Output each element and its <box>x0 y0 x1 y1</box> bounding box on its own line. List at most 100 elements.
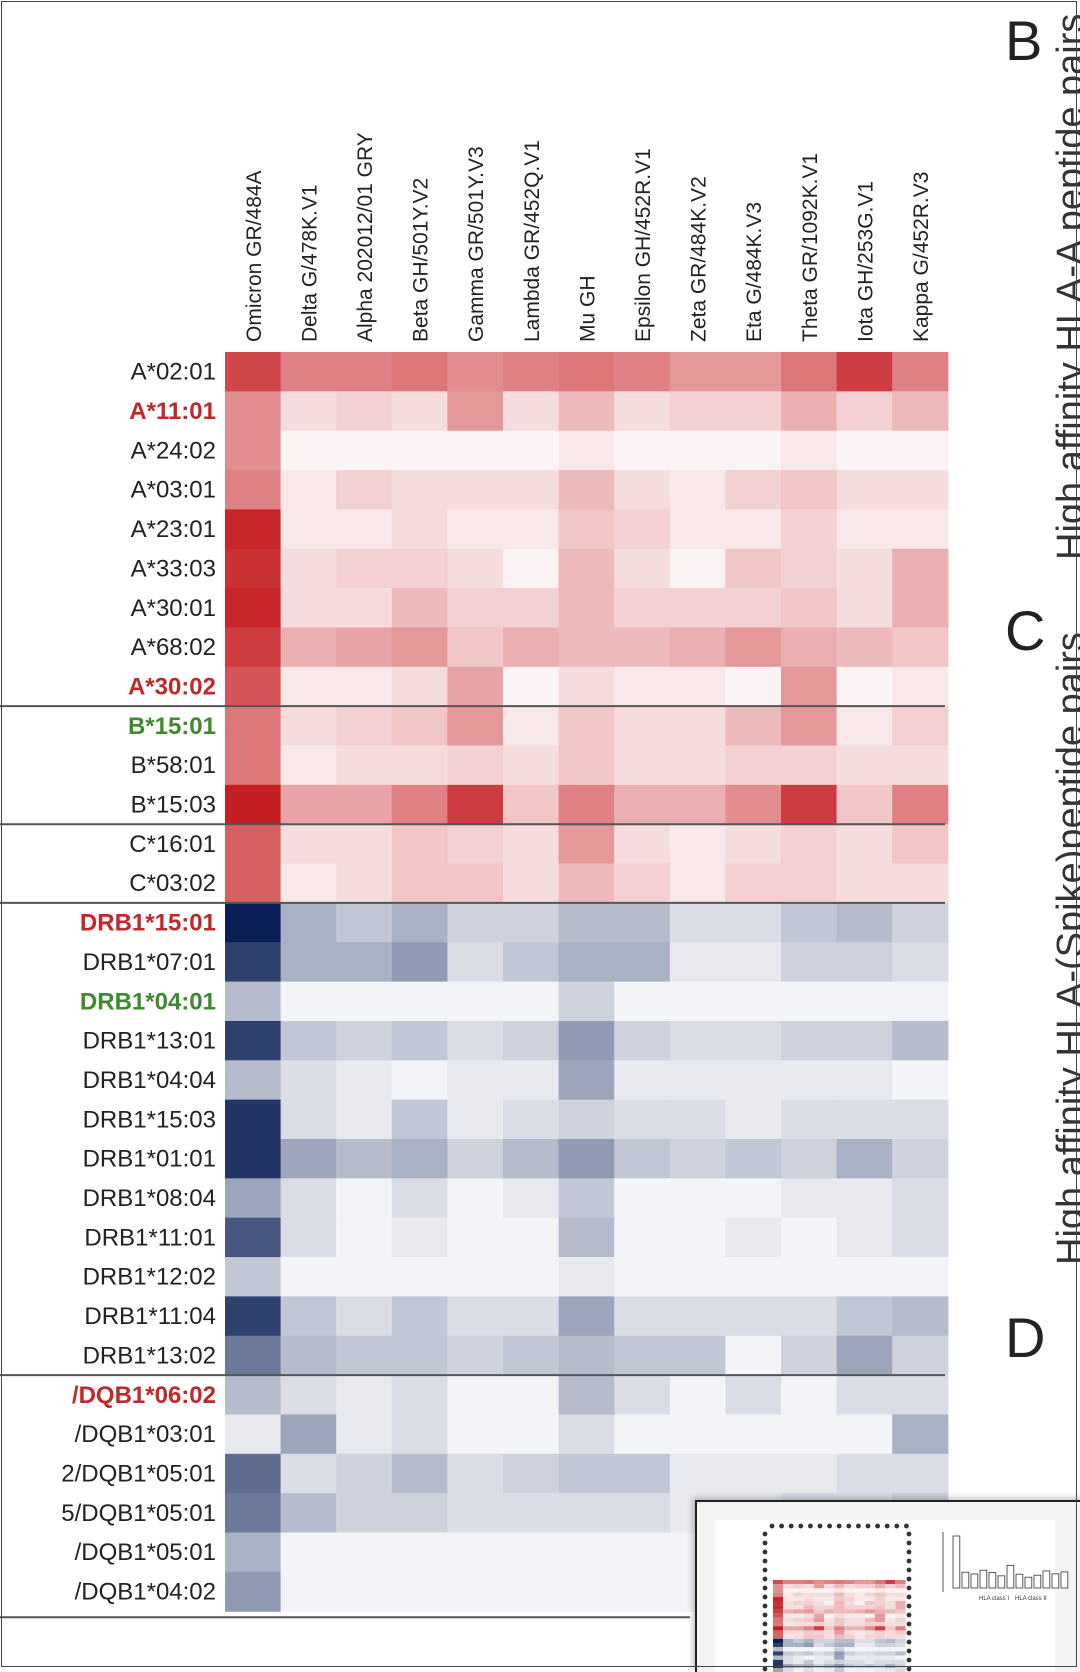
heatmap-cell <box>225 548 282 589</box>
thumbnail-cell <box>864 1617 875 1622</box>
heatmap-cell <box>336 1257 393 1297</box>
thumbnail-cell <box>813 1659 824 1664</box>
heatmap-cell <box>336 1375 393 1416</box>
heatmap-cell <box>503 902 560 943</box>
heatmap-cell <box>892 706 949 747</box>
heatmap-cell <box>892 981 949 1022</box>
thumbnail-cell <box>854 1588 865 1593</box>
thumbnail-dot <box>865 1523 871 1529</box>
heatmap-cell <box>558 548 615 589</box>
heatmap-cell <box>280 588 337 629</box>
thumbnail-cell <box>844 1655 855 1660</box>
thumbnail-cell <box>864 1659 875 1664</box>
heatmap-cell <box>836 1414 893 1455</box>
thumbnail-cell <box>793 1622 804 1627</box>
heatmap-cell <box>558 1217 615 1258</box>
heatmap-cell <box>781 1296 838 1337</box>
heatmap-cell <box>503 1178 560 1219</box>
thumbnail-dot <box>906 1621 912 1627</box>
thumbnail-dot <box>875 1523 880 1529</box>
thumbnail-dot <box>906 1576 912 1582</box>
heatmap-cell <box>447 784 504 825</box>
heatmap-cell <box>836 470 893 510</box>
thumbnail-cell <box>895 1630 906 1635</box>
thumbnail-cell <box>813 1668 824 1672</box>
thumbnail-dot <box>906 1648 912 1654</box>
heatmap-cell <box>836 666 893 707</box>
thumbnail-cell <box>773 1596 784 1601</box>
thumbnail-bar <box>1006 1564 1015 1589</box>
thumbnail-dot <box>762 1540 768 1546</box>
heatmap-cell <box>669 588 726 629</box>
heatmap-cell <box>725 391 782 432</box>
heatmap-cell <box>503 1257 560 1297</box>
thumbnail-preview[interactable]: A HLA class I HLA class II <box>695 1500 1080 1672</box>
heatmap-cell <box>447 1453 504 1494</box>
thumbnail-legend-class1: HLA class I <box>979 1596 1009 1602</box>
heatmap-cell <box>725 666 782 707</box>
heatmap-cell <box>447 745 504 786</box>
thumbnail-cell <box>793 1647 804 1652</box>
thumbnail-cell <box>864 1647 875 1652</box>
thumbnail-cell <box>834 1647 845 1652</box>
thumbnail-cell <box>834 1630 845 1635</box>
thumbnail-cell <box>844 1630 855 1635</box>
thumbnail-cell <box>803 1647 814 1652</box>
heatmap-cell <box>391 588 448 629</box>
thumbnail-cell <box>895 1638 906 1643</box>
row-label: C*16:01 <box>129 831 216 858</box>
heatmap-cell <box>836 902 893 943</box>
thumbnail-dot <box>762 1549 768 1555</box>
heatmap-cell <box>503 942 560 983</box>
heatmap-cell <box>225 1375 282 1416</box>
row-label: /DQB1*04:02 <box>75 1579 216 1606</box>
heatmap-cell <box>725 627 782 668</box>
thumbnail-cell <box>783 1651 794 1656</box>
thumbnail-cell <box>864 1592 875 1597</box>
heatmap-cell <box>391 1060 448 1101</box>
heatmap-cell <box>669 430 726 471</box>
thumbnail-dot <box>827 1523 832 1529</box>
thumbnail-cell <box>875 1626 886 1631</box>
heatmap-cell <box>336 1139 393 1179</box>
thumbnail-cell <box>793 1643 804 1648</box>
thumbnail-bar <box>997 1575 1006 1589</box>
heatmap-cell <box>391 509 448 550</box>
heatmap-cell <box>447 627 504 668</box>
row-label: DRB1*13:02 <box>83 1342 216 1369</box>
heatmap-cell <box>669 706 726 747</box>
thumbnail-cell <box>783 1647 794 1652</box>
heatmap-cell <box>614 745 671 786</box>
heatmap-cell <box>892 1217 949 1258</box>
heatmap-cell <box>447 824 504 865</box>
heatmap-cell <box>669 902 726 943</box>
heatmap-cell <box>391 824 448 865</box>
heatmap-cell <box>725 902 782 943</box>
thumbnail-cell <box>793 1626 804 1631</box>
heatmap-cell <box>447 1020 504 1061</box>
thumbnail-cell <box>834 1643 845 1648</box>
heatmap-cell <box>503 430 560 471</box>
thumbnail-bar <box>961 1571 970 1589</box>
thumbnail-cell <box>834 1613 845 1618</box>
thumbnail-cell <box>824 1647 835 1652</box>
thumbnail-cell <box>783 1659 794 1664</box>
heatmap-cell <box>892 942 949 983</box>
heatmap-cell <box>781 1020 838 1061</box>
thumbnail-cell <box>834 1622 845 1627</box>
thumbnail-cell <box>844 1659 855 1664</box>
thumbnail-cell <box>895 1584 906 1589</box>
thumbnail-cell <box>864 1596 875 1601</box>
heatmap-cell <box>781 981 838 1022</box>
thumbnail-dot <box>856 1523 861 1529</box>
heatmap-cell <box>892 509 949 550</box>
thumbnail-dot <box>906 1558 912 1564</box>
thumbnail-cell <box>854 1596 865 1601</box>
heatmap-cell <box>280 1335 337 1376</box>
thumbnail-cell <box>885 1659 896 1664</box>
thumbnail-cell <box>773 1643 784 1648</box>
thumbnail-dot <box>762 1585 768 1591</box>
thumbnail-cell <box>875 1596 886 1601</box>
heatmap-cell <box>614 1020 671 1061</box>
heatmap-cell <box>280 1178 337 1219</box>
